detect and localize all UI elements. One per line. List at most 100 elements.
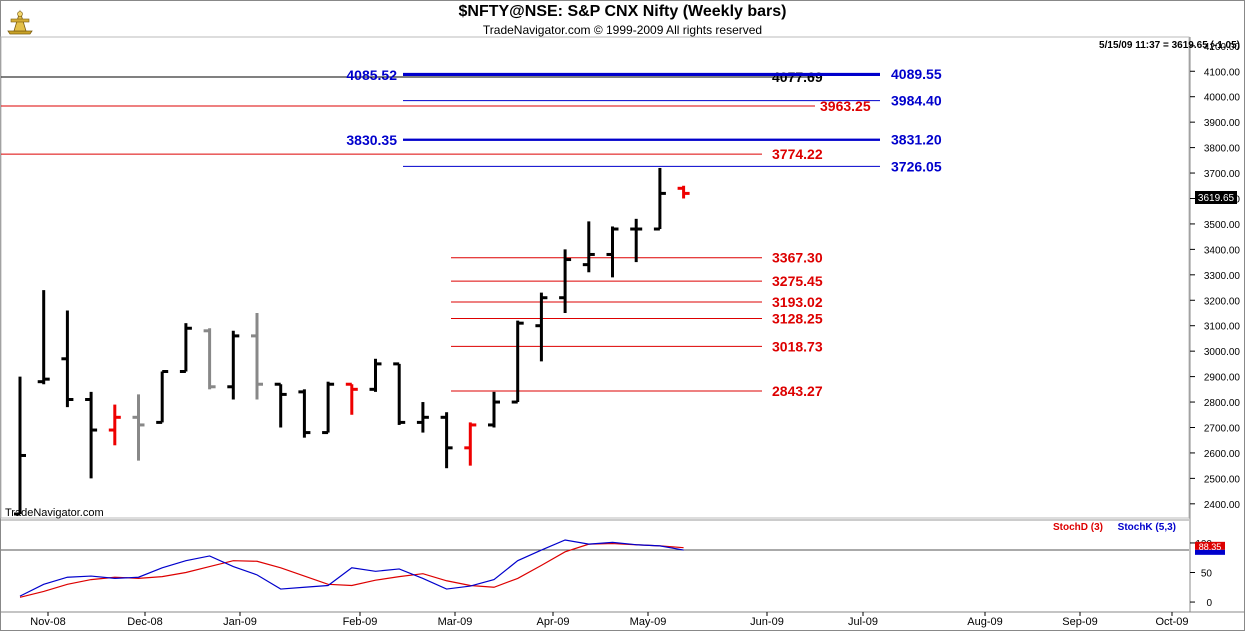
level-label: 3193.02: [772, 294, 823, 310]
price-bar[interactable]: [298, 389, 311, 438]
copyright-subtitle: TradeNavigator.com © 1999-2009 All right…: [482, 23, 763, 37]
quote-readout: 5/15/09 11:37 = 3619.65 (-1.05): [1099, 40, 1240, 51]
level-label: 4089.55: [891, 66, 942, 82]
level-label: 3831.20: [891, 132, 942, 148]
price-bar[interactable]: [653, 167, 666, 231]
y-tick-label: 3000.00: [1204, 347, 1241, 358]
level-line[interactable]: 3128.25: [451, 311, 823, 327]
y-tick-label: 2500.00: [1204, 474, 1241, 485]
price-bar[interactable]: [440, 412, 453, 469]
level-label: 3984.40: [891, 93, 942, 109]
stoch-k-tag: [1195, 549, 1225, 555]
y-tick-label: 2400.00: [1204, 500, 1241, 511]
y-tick-label: 4000.00: [1204, 93, 1241, 104]
price-bar[interactable]: [61, 310, 74, 408]
level-line[interactable]: 3193.02: [451, 294, 823, 310]
price-bar[interactable]: [630, 218, 643, 263]
level-line[interactable]: 4085.52: [346, 67, 880, 83]
y-tick-label: 3400.00: [1204, 245, 1241, 256]
level-label: 3774.22: [772, 146, 823, 162]
price-bar[interactable]: [345, 382, 358, 415]
price-bar[interactable]: [582, 221, 595, 273]
x-tick-label: Mar-09: [438, 616, 473, 628]
level-line[interactable]: 3367.30: [451, 250, 823, 266]
x-tick-label: Dec-08: [127, 616, 162, 628]
stoch-y-tick-label: 0: [1206, 598, 1212, 609]
trade-navigator-logo[interactable]: [4, 5, 36, 37]
price-bar[interactable]: [511, 320, 524, 404]
x-tick-label: Jul-09: [848, 616, 878, 628]
price-bar[interactable]: [227, 330, 240, 400]
y-tick-label: 2900.00: [1204, 373, 1241, 384]
price-bar[interactable]: [85, 391, 98, 479]
x-tick-label: Feb-09: [343, 616, 378, 628]
y-tick-label: 4100.00: [1204, 67, 1241, 78]
stoch-series-line: [19, 539, 684, 597]
level-line[interactable]: 3831.20: [403, 132, 942, 148]
level-line[interactable]: 3963.25: [1, 98, 871, 114]
level-line[interactable]: 3984.40: [403, 93, 942, 109]
stoch-last-value: 88.35: [1199, 542, 1222, 552]
price-bar[interactable]: [37, 290, 50, 385]
level-line[interactable]: 4077.69: [1, 69, 823, 85]
level-line[interactable]: 3774.22: [1, 146, 823, 162]
price-bar[interactable]: [559, 249, 572, 313]
price-bar[interactable]: [535, 292, 548, 362]
level-label: 4077.69: [772, 69, 823, 85]
price-bar[interactable]: [179, 323, 192, 374]
price-bar[interactable]: [322, 381, 335, 435]
stoch-legend-label: StochD (3): [1053, 522, 1103, 533]
price-bar[interactable]: [464, 422, 477, 466]
y-tick-label: 3300.00: [1204, 271, 1241, 282]
x-tick-label: Jun-09: [750, 616, 784, 628]
y-tick-label: 3200.00: [1204, 296, 1241, 307]
price-bar[interactable]: [132, 394, 145, 461]
chart-title: $NFTY@NSE: S&P CNX Nifty (Weekly bars): [458, 3, 787, 20]
level-line[interactable]: 2843.27: [451, 383, 823, 399]
price-bar[interactable]: [677, 185, 690, 199]
last-price-tag-bg: [1195, 191, 1237, 204]
x-tick-label: May-09: [630, 616, 667, 628]
stoch-y-tick-label: 50: [1201, 569, 1213, 580]
stoch-d-tag: [1195, 541, 1225, 550]
level-line[interactable]: 4089.55: [403, 66, 942, 82]
watermark-label: TradeNavigator.com: [5, 507, 104, 519]
stoch-series-line: [19, 542, 684, 598]
y-tick-label: 4200.00: [1204, 42, 1241, 53]
level-label: 2843.27: [772, 383, 823, 399]
price-bar[interactable]: [156, 370, 169, 424]
level-label: 3963.25: [820, 98, 871, 114]
level-label: 3726.05: [891, 158, 942, 174]
level-line[interactable]: 3275.45: [451, 273, 823, 289]
level-line[interactable]: 3726.05: [403, 158, 942, 174]
x-tick-label: Nov-08: [30, 616, 65, 628]
y-tick-label: 3500.00: [1204, 220, 1241, 231]
price-bar[interactable]: [203, 328, 216, 390]
level-label: 3367.30: [772, 250, 823, 266]
price-bar[interactable]: [108, 404, 121, 446]
price-bar[interactable]: [416, 402, 429, 433]
x-tick-label: Jan-09: [223, 616, 257, 628]
y-tick-label: 3100.00: [1204, 322, 1241, 333]
price-bar[interactable]: [488, 391, 500, 428]
price-bar[interactable]: [393, 362, 406, 425]
y-tick-label: 2700.00: [1204, 423, 1241, 434]
level-line[interactable]: 3018.73: [451, 338, 823, 354]
x-tick-label: Apr-09: [536, 616, 569, 628]
level-label: 3128.25: [772, 311, 823, 327]
price-bar[interactable]: [606, 226, 619, 278]
price-bar[interactable]: [251, 312, 263, 400]
x-tick-label: Aug-09: [967, 616, 1002, 628]
price-bar[interactable]: [14, 376, 26, 516]
level-label: 3018.73: [772, 338, 823, 354]
level-label: 3275.45: [772, 273, 823, 289]
level-label: 4085.52: [346, 67, 397, 83]
price-panel: [0, 36, 1190, 519]
y-tick-label: 2600.00: [1204, 449, 1241, 460]
y-tick-label: 2800.00: [1204, 398, 1241, 409]
y-tick-label: 3800.00: [1204, 144, 1241, 155]
x-tick-label: Oct-09: [1155, 616, 1188, 628]
price-bar[interactable]: [274, 382, 287, 428]
price-bar[interactable]: [369, 358, 382, 392]
